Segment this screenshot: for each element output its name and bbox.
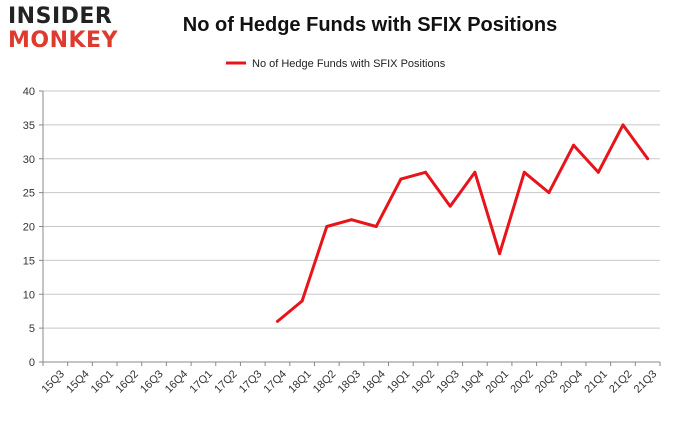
data-point	[374, 225, 378, 228]
x-tick-label: 16Q1	[89, 368, 117, 396]
series-line	[276, 123, 649, 323]
data-point	[399, 177, 403, 181]
data-point	[498, 252, 502, 256]
x-tick-label: 21Q1	[582, 368, 610, 396]
y-tick-label: 0	[29, 357, 35, 369]
x-tick-label: 20Q2	[508, 368, 536, 396]
x-tick-label: 17Q3	[237, 368, 265, 396]
legend: No of Hedge Funds with SFIX Positions	[226, 58, 446, 70]
logo-line1: INSIDER	[8, 4, 113, 29]
y-tick-label: 15	[23, 255, 35, 267]
y-tick-label: 40	[23, 86, 35, 98]
x-tick-label: 18Q2	[311, 368, 339, 396]
data-point	[522, 170, 526, 174]
x-tick-label: 15Q3	[39, 368, 67, 396]
insider-monkey-logo: INSIDER MONKEY	[8, 4, 128, 56]
x-tick-label: 17Q2	[212, 368, 240, 396]
data-point	[275, 319, 279, 323]
x-tick-label: 19Q4	[459, 368, 487, 396]
x-tick-label: 18Q1	[286, 368, 314, 396]
x-tick-label: 20Q1	[484, 368, 512, 396]
x-tick-label: 18Q4	[360, 368, 388, 396]
y-tick-label: 35	[23, 120, 35, 132]
chart-title: No of Hedge Funds with SFIX Positions	[182, 14, 558, 36]
y-tick-label: 25	[23, 188, 35, 200]
data-point	[448, 204, 452, 208]
x-tick-label: 19Q2	[410, 368, 438, 396]
data-point	[646, 157, 650, 161]
x-tick-label: 15Q4	[64, 368, 92, 396]
y-tick-label: 30	[23, 154, 35, 166]
x-tick-label: 16Q3	[138, 368, 166, 396]
x-tick-label: 21Q2	[607, 368, 635, 396]
x-tick-label: 19Q1	[385, 368, 413, 396]
x-tick-label: 20Q4	[558, 368, 586, 396]
x-tick-label: 16Q2	[113, 368, 141, 396]
data-point	[325, 225, 329, 228]
legend-label: No of Hedge Funds with SFIX Positions	[252, 58, 446, 70]
x-tick-label: 18Q3	[336, 368, 364, 396]
y-tick-label: 5	[29, 323, 35, 335]
x-tick-label: 16Q4	[163, 368, 191, 396]
y-tick-label: 10	[23, 289, 35, 301]
x-tick-label: 17Q1	[188, 368, 216, 396]
data-point	[424, 170, 428, 174]
data-point	[572, 143, 576, 147]
data-point	[547, 191, 551, 195]
data-point	[300, 299, 304, 303]
x-tick-label: 17Q4	[262, 368, 290, 396]
data-point	[350, 218, 353, 222]
x-tick-label: 19Q3	[434, 368, 462, 396]
data-point	[473, 170, 477, 174]
logo-line2: MONKEY	[8, 28, 119, 53]
x-tick-label: 20Q3	[533, 368, 561, 396]
x-tick-label: 21Q3	[632, 368, 660, 396]
y-tick-label: 20	[23, 222, 35, 234]
data-point	[596, 170, 600, 174]
data-point	[621, 123, 625, 127]
